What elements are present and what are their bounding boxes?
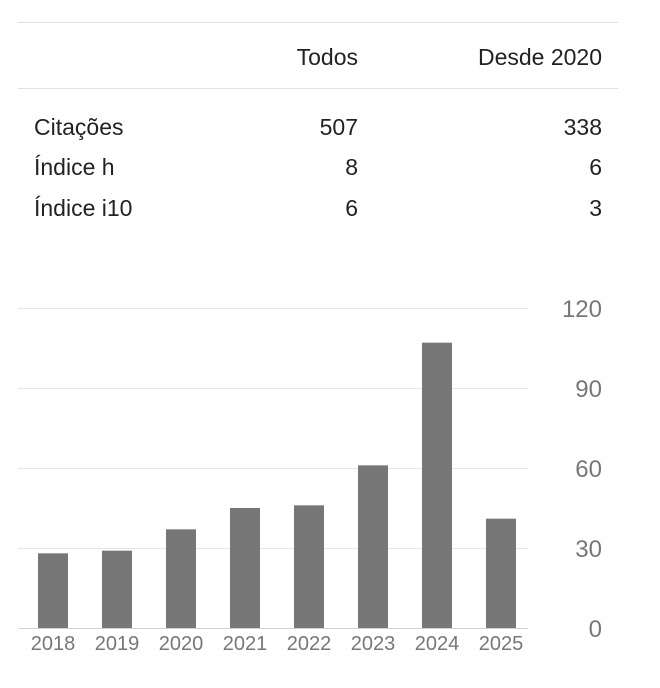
table-header-divider (18, 88, 618, 89)
bar-2021[interactable] (230, 508, 260, 628)
x-tick-label: 2018 (31, 633, 76, 655)
stats-row-label: Índice i10 (34, 195, 133, 221)
stats-row-label: Citações (34, 114, 124, 140)
bar-2024[interactable] (422, 342, 452, 628)
x-tick-label: 2020 (159, 633, 204, 655)
chart-x-tick-labels: 2018 2019 2020 2021 2022 2023 2024 2025 (31, 633, 524, 655)
column-header-all: Todos (296, 44, 358, 70)
x-tick-label: 2022 (287, 633, 332, 655)
x-tick-label: 2024 (415, 633, 460, 655)
bar-2020[interactable] (166, 529, 196, 628)
stats-value-since: 3 (589, 195, 602, 221)
y-tick-label: 90 (575, 376, 602, 403)
chart-bars (38, 342, 516, 628)
x-tick-label: 2025 (479, 633, 524, 655)
stats-value-all: 507 (319, 114, 358, 140)
bar-2023[interactable] (358, 465, 388, 628)
x-tick-label: 2021 (223, 633, 268, 655)
bar-2022[interactable] (294, 505, 324, 628)
bar-2018[interactable] (38, 553, 68, 628)
stats-row-label: Índice h (34, 154, 115, 180)
y-tick-label: 60 (575, 456, 602, 483)
y-tick-label: 30 (575, 536, 602, 563)
stats-value-all: 6 (345, 195, 358, 221)
stats-row-h-index: Índice h 8 6 (0, 154, 660, 184)
stats-row-i10-index: Índice i10 6 3 (0, 195, 660, 225)
chart-y-tick-labels: 0 30 60 90 120 (562, 296, 602, 643)
x-tick-label: 2019 (95, 633, 140, 655)
x-tick-label: 2023 (351, 633, 396, 655)
y-tick-label: 120 (562, 296, 602, 323)
column-header-since: Desde 2020 (477, 44, 602, 70)
stats-value-since: 6 (589, 154, 602, 180)
stats-row-citations: Citações 507 338 (0, 114, 660, 144)
stats-value-all: 8 (345, 154, 358, 180)
bar-2025[interactable] (486, 518, 516, 628)
bar-2019[interactable] (102, 550, 132, 628)
y-tick-label: 0 (589, 616, 602, 643)
stats-value-since: 338 (563, 114, 602, 140)
table-top-divider (18, 22, 618, 23)
